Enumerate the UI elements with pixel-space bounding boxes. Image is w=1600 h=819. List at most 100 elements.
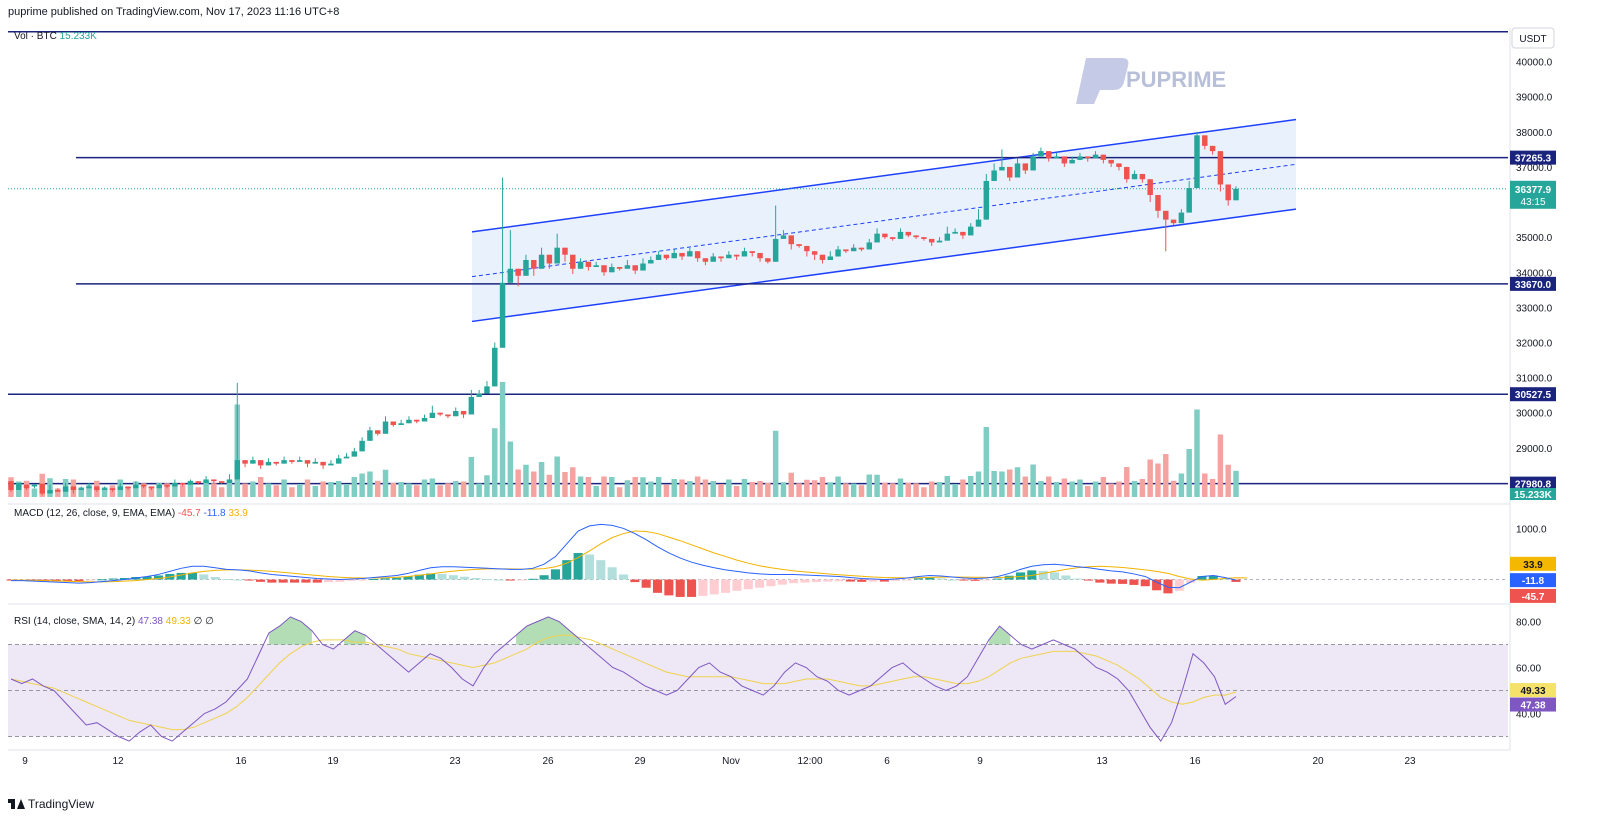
candle-body [335, 458, 342, 464]
volume-bar [1038, 481, 1044, 497]
macd-histogram-bar [1049, 572, 1060, 580]
macd-histogram-bar [1027, 570, 1037, 580]
price-axis: 40000.0 39000.0 38000.0 37000.0 35000.0 34000… [1516, 58, 1553, 490]
time-tick-label: 12 [112, 756, 124, 767]
candle-body [226, 479, 233, 483]
time-tick-label: 12:00 [797, 756, 822, 767]
macd-histogram-bar [51, 579, 61, 581]
macd-signal-badge: 33.9 [1523, 560, 1543, 571]
macd-histogram-bar [97, 579, 107, 581]
price-tick-label: 34000.0 [1516, 268, 1553, 279]
candle-body [320, 461, 326, 466]
currency-button[interactable] [1511, 27, 1555, 49]
candle-body [328, 463, 334, 466]
candle-body [687, 251, 693, 257]
macd-histogram-bar [845, 579, 855, 582]
volume-bar [257, 477, 264, 497]
volume-bar [453, 481, 459, 497]
macd-histogram-bar [437, 573, 447, 580]
time-tick-label: 23 [1404, 756, 1416, 767]
candle-body [70, 486, 77, 490]
candle-body [1186, 188, 1192, 213]
volume-bar [1202, 473, 1208, 497]
volume-bar [242, 483, 248, 497]
volume-bar [1186, 449, 1192, 497]
macd-histogram-bar [652, 579, 663, 593]
candle-body [140, 484, 147, 487]
volume-bar [936, 482, 943, 497]
volume-bar [374, 480, 381, 497]
time-tick-label: Nov [722, 756, 740, 767]
candle-body [562, 247, 568, 255]
candle-body [515, 268, 521, 276]
footer-brand: TradingView [28, 797, 95, 811]
candle-body [858, 247, 865, 250]
candle-body [835, 249, 841, 257]
volume-bar [55, 488, 61, 497]
candle-body [538, 254, 545, 269]
time-tick-label: 9 [977, 756, 983, 767]
currency-label: USDT [1519, 34, 1546, 45]
macd-histogram-bar [1163, 579, 1173, 594]
volume-bar [515, 469, 521, 497]
candle-body [1178, 212, 1185, 224]
macd-pane: 1000.0 [6, 523, 1547, 597]
macd-histogram-bar [278, 579, 288, 583]
volume-bar [265, 483, 272, 497]
candle-body [1170, 219, 1177, 224]
candle-body [554, 247, 560, 264]
candle-body [952, 231, 958, 234]
macd-histogram-bar [675, 579, 685, 597]
rsi-value-badge: 47.38 [1520, 701, 1545, 712]
volume-bar [351, 477, 358, 497]
macd-line [11, 523, 1237, 589]
macd-histogram-bar [607, 567, 617, 580]
candle-body [39, 483, 45, 494]
candle-body [382, 421, 389, 434]
candle-body [499, 282, 506, 348]
candle-body [94, 486, 100, 490]
macd-histogram-bar [108, 578, 118, 580]
level-badge-bg [1510, 150, 1556, 165]
candle-body [312, 461, 319, 464]
candle-body [1155, 195, 1161, 211]
candle-body [203, 479, 209, 483]
macd-histogram-bar [119, 578, 129, 580]
volume-bar [390, 482, 397, 497]
macd-histogram-bar [380, 578, 390, 580]
candle-body [866, 242, 873, 250]
level-badge: 33670.0 [1515, 280, 1552, 291]
volume-bar [913, 483, 919, 497]
macd-histogram-bar [1129, 579, 1139, 585]
candle-body [960, 231, 966, 236]
rsi-pane: 80.00 60.00 40.00 [8, 616, 1541, 742]
macd-histogram-bar [959, 579, 969, 581]
macd-histogram-bar [947, 579, 957, 581]
volume-bar [273, 485, 280, 497]
volume-bar [811, 480, 818, 497]
price-tick-label: 37000.0 [1516, 163, 1553, 174]
volume-bar [1069, 481, 1075, 497]
candle-body [983, 180, 990, 220]
macd-histogram-bar [573, 552, 583, 580]
time-tick-label: 23 [449, 756, 461, 767]
volume-bar [718, 484, 724, 497]
candle-body [1108, 159, 1114, 164]
rsi-tick-label: 80.00 [1516, 618, 1541, 629]
volume-bar [507, 441, 514, 497]
candle-body [1225, 184, 1231, 201]
axis-badges: 37265.3 33670.0 30527.5 27980.8 36377.943:15… [1510, 150, 1556, 712]
volume-bar [250, 481, 256, 497]
candle-body [609, 267, 615, 273]
candle-body [289, 460, 295, 462]
candle-body [109, 488, 116, 490]
candle-body [1124, 166, 1130, 180]
candle-body [874, 233, 880, 243]
candle-body [156, 484, 162, 489]
volume-bar [843, 483, 849, 497]
volume-bar [648, 481, 654, 497]
candle-body [257, 460, 264, 466]
macd-histogram-bar [290, 579, 300, 583]
volume-bar [944, 476, 951, 497]
